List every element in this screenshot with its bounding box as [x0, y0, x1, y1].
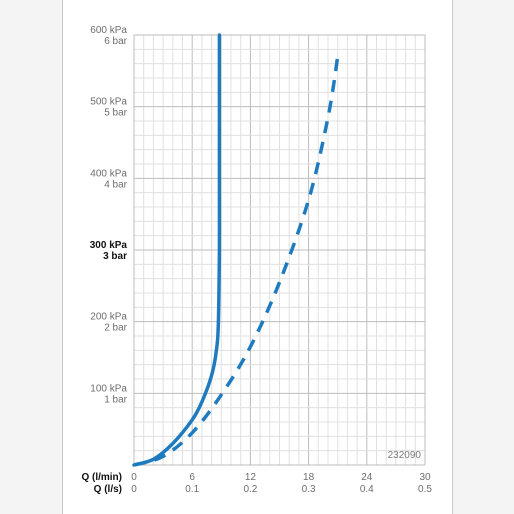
left-margin-band — [0, 0, 63, 514]
x-tick-label-ls: 0.2 — [243, 484, 257, 495]
y-tick-label-kpa: 600 kPa — [90, 25, 127, 36]
y-tick-label-kpa: 400 kPa — [90, 168, 127, 179]
x-tick-label-ls: 0.3 — [302, 484, 316, 495]
x-tick-label-lmin: 18 — [303, 472, 315, 483]
y-tick-label-bar: 2 bar — [104, 323, 127, 334]
x-axis-ticks: 0 6 12 18 24 30 0 0.1 0.2 0.3 0.4 0.5 — [131, 472, 432, 495]
x-tick-label-ls: 0.5 — [418, 484, 432, 495]
y-tick-label-bar: 1 bar — [104, 394, 127, 405]
series-group — [132, 33, 340, 467]
y-tick-label-kpa: 500 kPa — [90, 97, 127, 108]
x-axis-title-ls: Q (l/s) — [94, 484, 122, 495]
x-tick-label-lmin: 0 — [131, 472, 137, 483]
x-tick-label-lmin: 6 — [189, 472, 195, 483]
x-tick-label-ls: 0.4 — [360, 484, 374, 495]
x-tick-label-ls: 0 — [131, 484, 137, 495]
y-tick-label-kpa: 100 kPa — [90, 383, 127, 394]
series-line-solid — [132, 33, 222, 467]
x-tick-label-lmin: 12 — [245, 472, 257, 483]
x-tick-label-ls: 0.1 — [185, 484, 199, 495]
series-line-dashed — [133, 56, 340, 467]
y-tick-label-bar: 4 bar — [104, 179, 127, 190]
plot-frame — [133, 34, 426, 466]
y-tick-label-kpa: 200 kPa — [90, 312, 127, 323]
x-tick-label-lmin: 30 — [419, 472, 431, 483]
y-tick-label-bar: 6 bar — [104, 36, 127, 47]
x-tick-label-lmin: 24 — [361, 472, 373, 483]
x-axis-title-lmin: Q (l/min) — [81, 472, 122, 483]
y-tick-label-bar: 3 bar — [103, 251, 127, 262]
grid — [133, 34, 426, 466]
right-margin-band — [452, 0, 514, 514]
y-tick-label-kpa: 300 kPa — [90, 240, 128, 251]
y-tick-label-bar: 5 bar — [104, 108, 127, 119]
reference-code: 232090 — [388, 450, 422, 461]
